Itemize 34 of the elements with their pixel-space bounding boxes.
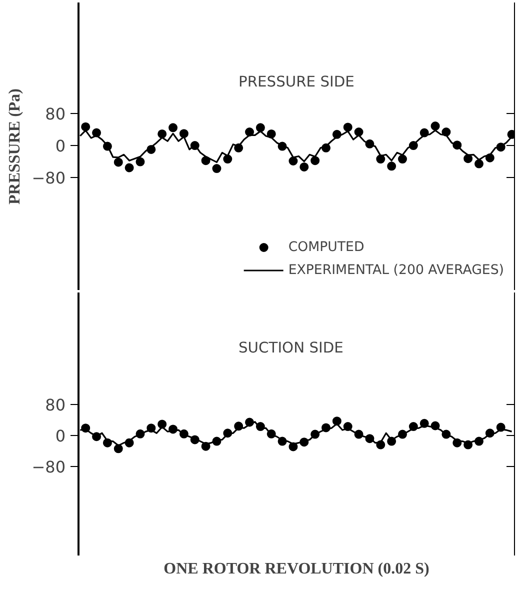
point	[158, 129, 167, 138]
y-tick-label: 80	[45, 395, 66, 414]
y-tick-label: 0	[55, 426, 66, 446]
point	[168, 123, 178, 132]
point	[212, 164, 222, 174]
y-tick-label: −80	[32, 168, 66, 188]
point	[464, 154, 473, 164]
point	[310, 156, 320, 166]
point	[354, 128, 364, 136]
point	[288, 156, 298, 166]
y-tick-label: −80	[32, 458, 66, 477]
point	[376, 154, 386, 164]
legend-label: EXPERIMENTAL (200 AVERAGES)	[288, 262, 504, 278]
point	[81, 122, 90, 132]
point	[398, 154, 407, 164]
x-axis-title: ONE ROTOR REVOLUTION (0.02 S)	[164, 560, 430, 578]
text: SUCTION SIDE	[238, 340, 344, 356]
point	[179, 129, 188, 138]
point	[223, 154, 232, 164]
legend-label: COMPUTED	[288, 240, 364, 254]
point	[474, 159, 484, 168]
point	[430, 122, 440, 131]
point	[136, 157, 145, 166]
point	[124, 163, 134, 172]
text: PRESSURE SIDE	[238, 74, 354, 90]
point	[387, 162, 396, 171]
y-tick-label: 80	[45, 104, 66, 124]
point	[300, 162, 309, 172]
point	[343, 122, 352, 132]
y-tick-label: 0	[55, 136, 66, 156]
point	[256, 123, 265, 132]
point	[245, 128, 254, 136]
point	[114, 158, 123, 167]
y-axis-title: PRESSURE (Pa)	[6, 88, 24, 205]
